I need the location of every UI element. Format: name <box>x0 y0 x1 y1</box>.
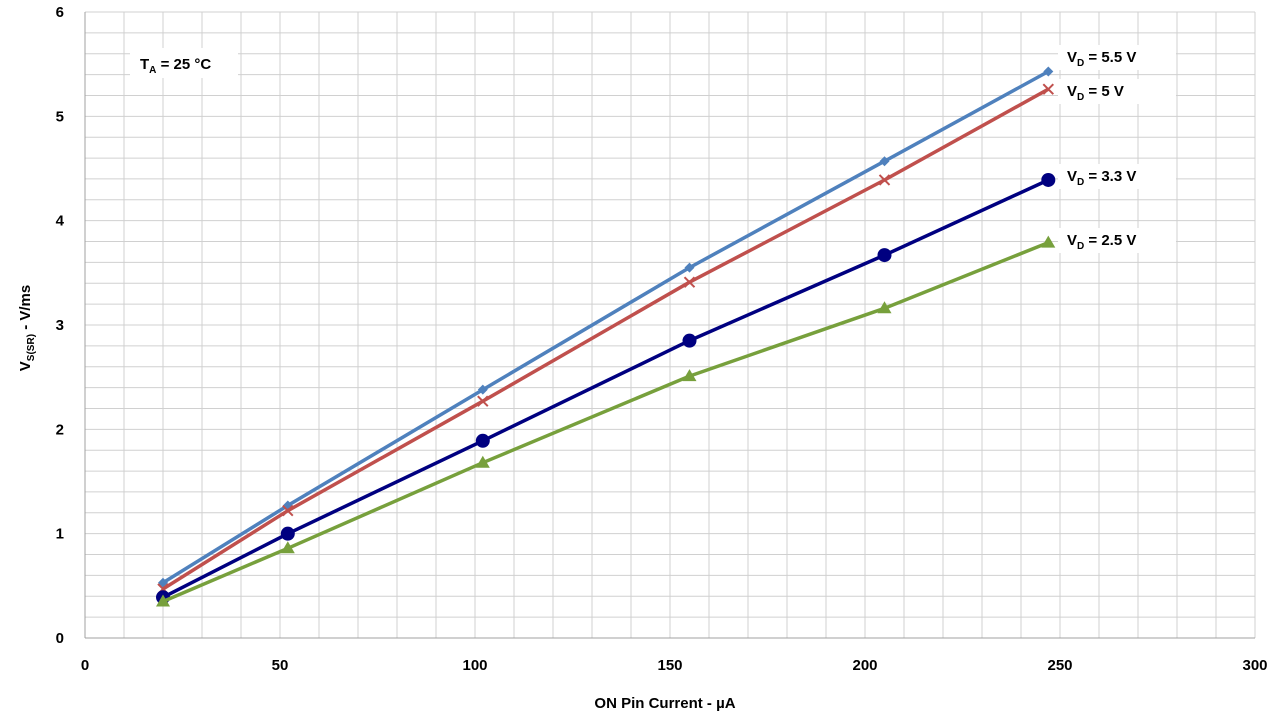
y-tick-labels: 0 1 2 3 4 5 6 <box>56 4 65 647</box>
data-point <box>1042 83 1055 95</box>
data-point <box>475 433 490 448</box>
series-labels: VD = 5.5 V VD = 5 V VD = 3.3 V VD = 2.5 V <box>1058 45 1176 253</box>
series-label: VD = 5 V <box>1058 79 1176 104</box>
x-tick-label: 150 <box>657 657 682 674</box>
y-tick-label: 3 <box>56 317 64 334</box>
annotation-text: TA = 25 °C <box>140 56 211 76</box>
data-point <box>877 248 892 263</box>
annotation-box: TA = 25 °C <box>130 48 238 78</box>
series-line <box>162 69 1050 585</box>
svg-text:VD = 5 V: VD = 5 V <box>1067 83 1124 103</box>
y-tick-label: 5 <box>56 108 64 125</box>
series-line <box>162 178 1050 599</box>
data-point <box>682 369 697 382</box>
svg-text:VD = 5.5 V: VD = 5.5 V <box>1067 49 1136 69</box>
data-point <box>477 384 488 395</box>
series-line <box>162 87 1050 591</box>
svg-text:VD = 2.5 V: VD = 2.5 V <box>1067 232 1136 252</box>
data-point <box>156 594 170 607</box>
data-point <box>1041 172 1056 187</box>
data-point <box>684 262 695 273</box>
data-point <box>879 156 890 167</box>
series-group <box>156 66 1056 607</box>
series-4 <box>156 235 1056 607</box>
data-point <box>1041 235 1056 248</box>
svg-text:VD = 3.3 V: VD = 3.3 V <box>1067 168 1136 188</box>
y-tick-label: 4 <box>56 213 65 230</box>
series-line <box>162 240 1049 604</box>
x-tick-label: 0 <box>81 657 89 674</box>
data-point <box>280 541 295 554</box>
data-point <box>475 455 490 468</box>
data-point <box>877 301 892 314</box>
data-point <box>282 505 294 517</box>
data-point <box>280 526 295 541</box>
x-tick-label: 50 <box>272 657 289 674</box>
series-label: VD = 3.3 V <box>1058 164 1176 189</box>
y-tick-label: 0 <box>56 630 64 647</box>
data-point <box>878 174 891 186</box>
data-point <box>682 333 697 348</box>
y-axis-title: VS(SR) - V/ms <box>17 285 37 371</box>
y-tick-label: 2 <box>56 421 64 438</box>
x-tick-label: 200 <box>852 657 877 674</box>
y-tick-label: 1 <box>56 526 64 543</box>
data-point <box>683 276 696 288</box>
grid-lines <box>84 11 1256 639</box>
data-point <box>477 395 489 407</box>
series-2 <box>157 83 1055 595</box>
x-tick-labels: 0 50 100 150 200 250 300 <box>81 657 1268 674</box>
x-axis-title: ON Pin Current - µA <box>594 695 735 712</box>
series-label: VD = 5.5 V <box>1058 45 1176 70</box>
series-label: VD = 2.5 V <box>1058 228 1176 253</box>
x-tick-label: 100 <box>462 657 487 674</box>
x-tick-label: 300 <box>1242 657 1267 674</box>
y-tick-label: 6 <box>56 4 64 21</box>
data-point <box>1043 66 1054 77</box>
x-tick-label: 250 <box>1047 657 1072 674</box>
